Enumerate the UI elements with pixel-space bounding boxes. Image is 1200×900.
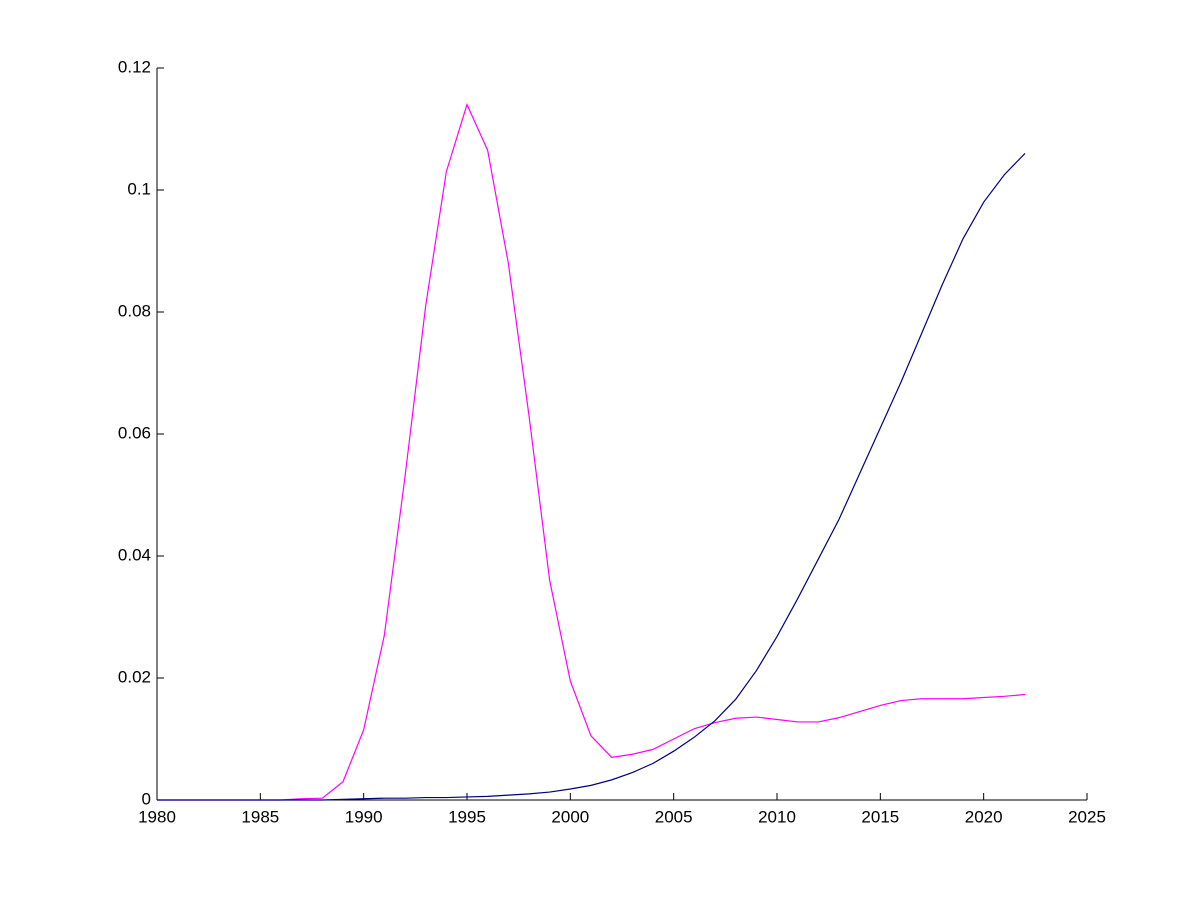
x-tick-label: 2015 — [861, 807, 899, 826]
y-tick-label: 0 — [142, 789, 151, 808]
line — [157, 152, 1026, 801]
x-tick-label: 1980 — [138, 807, 176, 826]
y-tick-label: 0.02 — [118, 667, 151, 686]
y-tick-label: 0.08 — [118, 301, 151, 320]
y-tick-label: 0.1 — [127, 179, 151, 198]
x-tick-label: 2020 — [965, 807, 1003, 826]
x-tick-label: 2005 — [655, 807, 693, 826]
x-tick-label: 1995 — [448, 807, 486, 826]
y-tick-label: 0.04 — [118, 545, 151, 564]
x-tick-label: 2025 — [1068, 807, 1106, 826]
x-tick-label: 1985 — [241, 807, 279, 826]
y-tick-label: 0.12 — [118, 57, 151, 76]
line — [157, 102, 1026, 801]
x-tick-label: 2000 — [551, 807, 589, 826]
x-tick-label: 1990 — [345, 807, 383, 826]
x-tick-label: 2010 — [758, 807, 796, 826]
y-tick-label: 0.06 — [118, 423, 151, 442]
